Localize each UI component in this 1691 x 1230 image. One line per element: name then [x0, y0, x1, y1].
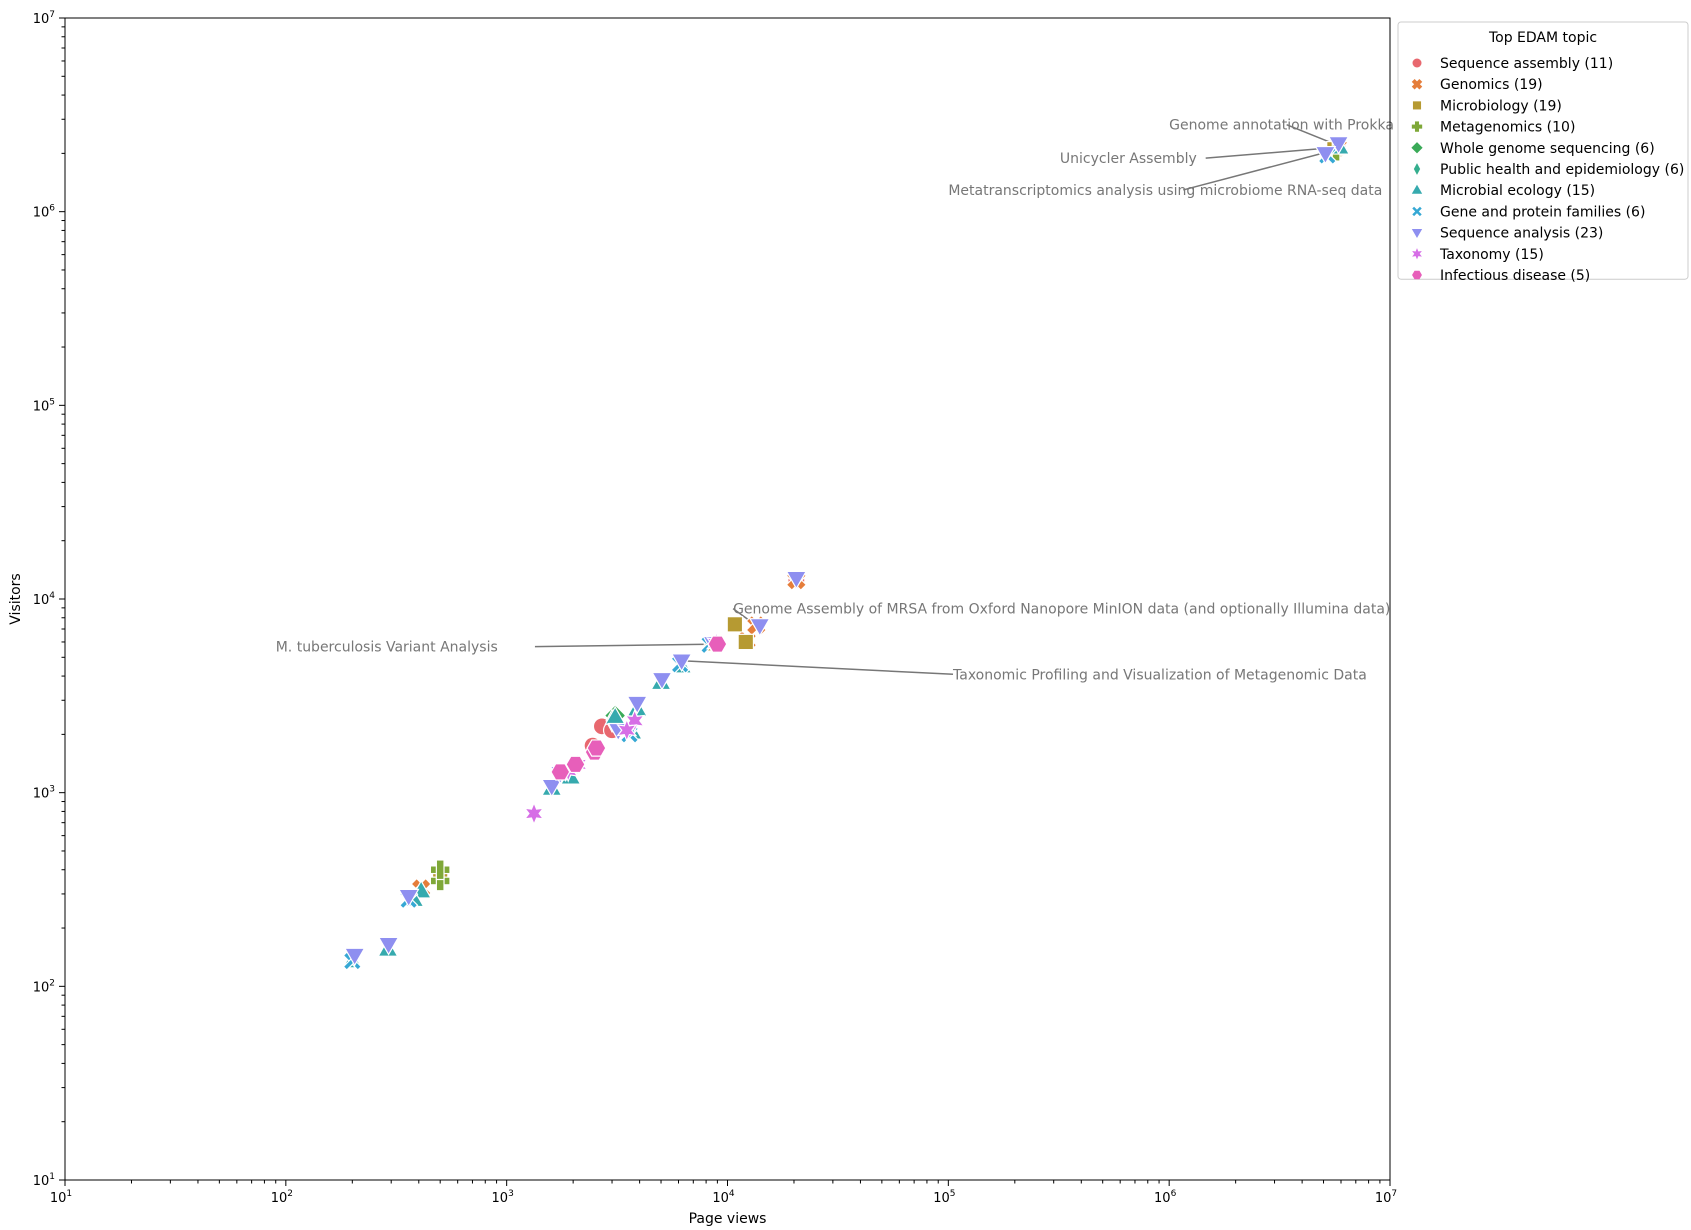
annotation-arrow: [681, 659, 954, 676]
data-point: [670, 653, 693, 673]
legend-entry: Sequence analysis (23): [1411, 226, 1603, 242]
data-point: [550, 763, 571, 781]
annotation-arrow: [534, 643, 718, 648]
data-points: [341, 135, 1351, 971]
data-point: [540, 778, 563, 798]
legend-items: Sequence assembly (11) Genomics (19) Micro…: [1411, 56, 1684, 284]
data-point: [748, 618, 771, 637]
legend-label: Microbiology (19): [1440, 98, 1562, 114]
data-point: [651, 671, 673, 691]
data-point: [616, 718, 638, 743]
legend-entry: Genomics (19): [1411, 77, 1543, 93]
legend-marker: [1411, 142, 1423, 154]
legend-label: Genomics (19): [1440, 77, 1543, 93]
data-point: [785, 570, 808, 590]
data-point: [377, 936, 400, 956]
legend-box: [1397, 21, 1689, 280]
x-tick-label: 101: [50, 1189, 72, 1206]
legend-label: Microbial ecology (15): [1440, 183, 1595, 199]
legend-marker: [1411, 229, 1423, 238]
x-tick-label: 102: [271, 1189, 293, 1206]
legend-entry: Gene and protein families (6): [1412, 204, 1645, 220]
y-tick-label: 104: [33, 591, 56, 608]
legend-entry: Taxonomy (15): [1412, 247, 1544, 263]
series-group: [343, 136, 1350, 967]
legend-label: Whole genome sequencing (6): [1440, 141, 1655, 157]
series-group: [341, 135, 1351, 969]
annotation-label: Unicycler Assembly: [1060, 151, 1197, 167]
data-point: [397, 888, 420, 908]
series-group: [342, 145, 1338, 971]
legend-entry: Whole genome sequencing (6): [1411, 141, 1655, 157]
annotation-label: M. tuberculosis Variant Analysis: [276, 640, 498, 656]
series-group: [550, 635, 728, 781]
annotation-label: Taxonomic Profiling and Visualization of…: [952, 667, 1367, 683]
x-tick-label: 107: [1375, 1189, 1397, 1206]
x-tick-label: 103: [492, 1189, 514, 1206]
legend-marker: [1411, 121, 1423, 132]
legend-marker: [1413, 163, 1421, 175]
y-axis-label: Visitors: [8, 573, 24, 624]
x-axis-label: Page views: [689, 1211, 767, 1227]
y-tick-label: 103: [33, 785, 55, 802]
legend-marker: [1412, 270, 1422, 280]
data-point: [586, 739, 607, 757]
data-point: [726, 616, 744, 633]
annotation-layer: Genome annotation with Prokka Unicycler A…: [276, 118, 1394, 684]
y-tick-label: 106: [33, 204, 56, 221]
x-tick-label: 106: [1154, 1189, 1177, 1206]
x-tick-label: 105: [933, 1189, 955, 1206]
legend-marker: [1411, 78, 1423, 90]
data-point: [626, 695, 649, 715]
legend-marker: [1412, 206, 1422, 217]
legend: Top EDAM topic Sequence assembly (11) Gen…: [1397, 21, 1689, 284]
data-point: [1327, 136, 1350, 155]
annotation-label: Genome Assembly of MRSA from Oxford Nano…: [733, 602, 1390, 618]
legend-entry: Public health and epidemiology (6): [1413, 162, 1684, 178]
y-tick-label: 101: [33, 1172, 55, 1189]
y-tick-label: 107: [33, 10, 55, 27]
annotation-arrow: [1183, 148, 1338, 191]
legend-label: Sequence analysis (23): [1440, 226, 1603, 242]
data-point: [343, 947, 366, 967]
legend-marker: [1411, 184, 1423, 194]
data-point: [624, 708, 646, 734]
legend-entry: Sequence assembly (11): [1412, 56, 1613, 72]
legend-marker: [1412, 101, 1422, 110]
legend-entry: Metagenomics (10): [1411, 120, 1575, 136]
y-tick-label: 105: [33, 397, 55, 414]
legend-label: Public health and epidemiology (6): [1440, 162, 1684, 178]
legend-entry: Infectious disease (5): [1412, 268, 1590, 284]
legend-marker: [1412, 58, 1422, 68]
legend-entry: Microbiology (19): [1412, 98, 1562, 114]
legend-title: Top EDAM topic: [1488, 30, 1597, 46]
annotation-arrow: [1205, 146, 1338, 159]
legend-label: Gene and protein families (6): [1440, 204, 1645, 220]
annotation-label: Genome annotation with Prokka: [1169, 118, 1394, 134]
annotation-label: Metatranscriptomics analysis using micro…: [948, 183, 1382, 199]
legend-label: Metagenomics (10): [1440, 120, 1575, 136]
x-tick-label: 104: [712, 1189, 735, 1206]
legend-label: Infectious disease (5): [1440, 268, 1590, 284]
data-point: [523, 801, 545, 826]
legend-label: Sequence assembly (11): [1440, 56, 1613, 72]
data-point: [429, 859, 451, 881]
legend-marker: [1412, 248, 1422, 260]
data-point: [707, 635, 728, 653]
legend-label: Taxonomy (15): [1439, 247, 1544, 263]
data-point: [737, 633, 755, 651]
data-point: [565, 755, 586, 774]
legend-entry: Microbial ecology (15): [1411, 183, 1595, 199]
data-point: [1314, 145, 1337, 165]
y-tick-label: 102: [33, 978, 55, 995]
